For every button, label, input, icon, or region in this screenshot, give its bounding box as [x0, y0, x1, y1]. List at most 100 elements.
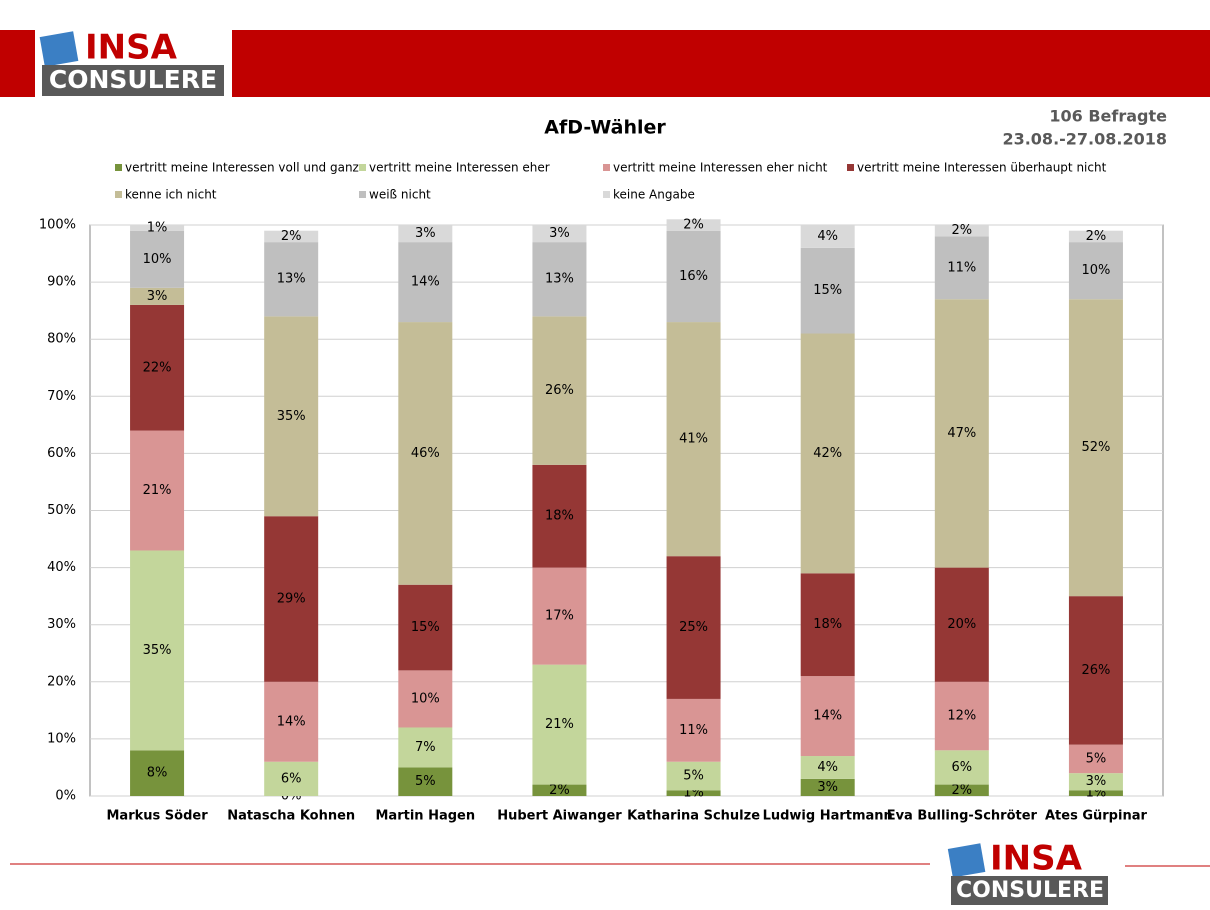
bar-segment	[666, 556, 721, 699]
x-tick-label: Martin Hagen	[376, 809, 476, 824]
value-label: 5%	[415, 774, 436, 789]
value-label: 2%	[952, 223, 973, 238]
chart: 0% 10% 20% 30% 40% 50% 60% 70% 80% 90% 100% vertrit…	[39, 161, 1164, 824]
value-label: 13%	[277, 272, 306, 287]
bar-segment	[800, 333, 855, 574]
bar-segment	[130, 287, 185, 305]
legend-label: vertritt meine Interessen eher nicht	[613, 161, 828, 175]
value-label: 4%	[817, 229, 838, 244]
value-label: 10%	[411, 691, 440, 706]
logo-box	[42, 65, 224, 96]
value-label: 16%	[679, 269, 708, 284]
value-label: 12%	[947, 709, 976, 724]
logo-text: CONSULERE	[49, 65, 217, 94]
logo-text: INSA	[85, 28, 178, 68]
bar-segment	[532, 225, 587, 243]
value-label: 26%	[545, 383, 574, 398]
bar-segment	[532, 784, 587, 796]
legend-label: weiß nicht	[369, 188, 431, 202]
bar-segment	[1068, 596, 1123, 745]
value-label: 20%	[947, 617, 976, 632]
value-label: 22%	[143, 360, 172, 375]
value-label: 3%	[147, 289, 168, 304]
bar-segment	[666, 322, 721, 557]
value-label: 2%	[1086, 229, 1107, 244]
bar-segment	[264, 242, 319, 317]
y-tick-label: 80%	[47, 332, 76, 347]
value-label: 5%	[683, 769, 704, 784]
bar-segment	[264, 516, 319, 682]
y-tick-label: 50%	[47, 503, 76, 518]
value-label: 15%	[813, 283, 842, 298]
logo-icon	[39, 31, 79, 67]
value-label: 14%	[813, 709, 842, 724]
value-label: 17%	[545, 609, 574, 624]
y-tick-label: 70%	[47, 389, 76, 404]
bar-segment	[934, 299, 989, 568]
bar-segment	[800, 756, 855, 779]
legend-swatch	[359, 191, 366, 198]
period: 23.08.-27.08.2018	[1002, 130, 1167, 149]
legend-swatch	[847, 164, 854, 171]
value-label: 42%	[813, 446, 842, 461]
legend-label: vertritt meine Interessen überhaupt nich…	[857, 161, 1107, 175]
bar-segment	[934, 567, 989, 682]
bar-segment	[800, 225, 855, 248]
x-tick-label: Markus Söder	[107, 809, 209, 824]
bar-segment	[532, 316, 587, 465]
value-label: 6%	[281, 771, 302, 786]
bar-segment	[398, 727, 453, 768]
value-label: 10%	[1081, 263, 1110, 278]
bar-segment	[800, 573, 855, 677]
legend-label: vertritt meine Interessen voll und ganz	[125, 161, 359, 175]
bar-segment	[398, 670, 453, 728]
bar-segment	[398, 767, 453, 796]
bar-segment	[666, 230, 721, 323]
bar-segment	[666, 698, 721, 762]
value-label: 18%	[813, 617, 842, 632]
bar-segment	[130, 225, 185, 231]
bar-segment	[1068, 230, 1123, 243]
y-tick-label: 20%	[47, 674, 76, 689]
bar-segment	[1068, 242, 1123, 300]
bar-segment	[934, 681, 989, 751]
bar-segment	[1068, 299, 1123, 597]
value-label: 25%	[679, 620, 708, 635]
value-label: 41%	[679, 432, 708, 447]
bar-segment	[130, 550, 185, 751]
legend-swatch	[115, 164, 122, 171]
value-label: 8%	[147, 766, 168, 781]
bar-segment	[398, 225, 453, 243]
y-tick-label: 90%	[47, 275, 76, 290]
value-label: 18%	[545, 509, 574, 524]
legend-swatch	[603, 191, 610, 198]
value-label: 21%	[143, 483, 172, 498]
value-label: 3%	[549, 226, 570, 241]
y-tick-label: 40%	[47, 560, 76, 575]
logo-text: CONSULERE	[956, 878, 1104, 903]
value-label: 6%	[952, 760, 973, 775]
bar-segment	[800, 676, 855, 757]
value-label: 14%	[277, 714, 306, 729]
x-tick-label: Ates Gürpinar	[1045, 809, 1147, 824]
bar-segment	[934, 784, 989, 796]
y-tick-label: 100%	[39, 218, 76, 233]
value-label: 11%	[679, 723, 708, 738]
value-label: 21%	[545, 717, 574, 732]
value-label: 52%	[1081, 440, 1110, 455]
respondents: 106 Befragte	[1049, 107, 1167, 126]
value-label: 3%	[415, 226, 436, 241]
bar-segment	[532, 664, 587, 785]
x-tick-label: Hubert Aiwanger	[497, 809, 622, 824]
value-label: 29%	[277, 592, 306, 607]
bar-segment	[130, 430, 185, 551]
bar-segment	[934, 225, 989, 237]
value-label: 2%	[683, 218, 704, 233]
value-label: 26%	[1081, 663, 1110, 678]
legend-swatch	[603, 164, 610, 171]
value-label: 2%	[549, 783, 570, 798]
legend-label: vertritt meine Interessen eher	[369, 161, 550, 175]
y-tick-label: 60%	[47, 446, 76, 461]
value-label: 10%	[143, 252, 172, 267]
legend-label: keine Angabe	[613, 188, 695, 202]
